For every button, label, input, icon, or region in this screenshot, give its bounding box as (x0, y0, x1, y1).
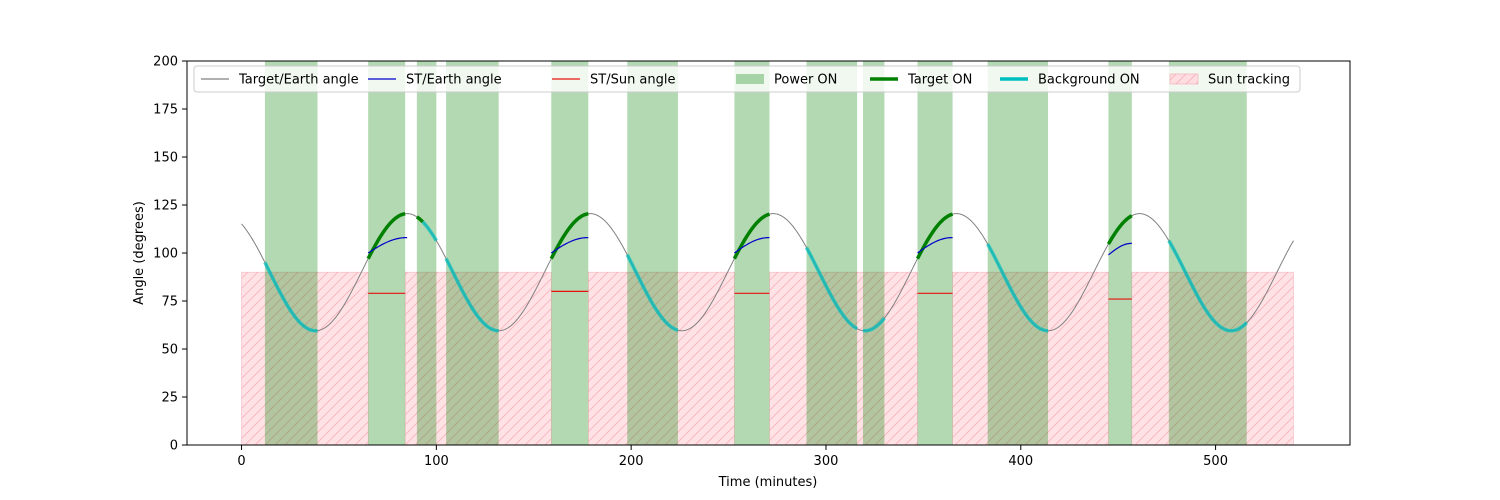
legend-item: Background ON (1000, 73, 1140, 88)
legend-label: Target/Earth angle (238, 73, 359, 88)
legend-label: ST/Sun angle (590, 73, 676, 88)
lines-layer (241, 212, 1294, 333)
background-on-segment (421, 220, 438, 242)
target-on-segment (915, 212, 954, 260)
sun-tracking-hatch (404, 271, 552, 445)
sun-tracking-layer (241, 271, 1294, 445)
background-on-segment (804, 246, 858, 331)
power-on-band (416, 61, 437, 445)
legend-label: Sun tracking (1208, 73, 1290, 88)
y-tick-label: 0 (170, 439, 178, 454)
background-on-segment (862, 317, 886, 333)
power-on-band (446, 61, 499, 445)
target-on-segment (549, 212, 589, 260)
x-tick-label: 500 (1203, 454, 1228, 469)
target-on-segment (415, 215, 424, 224)
x-tick-label: 300 (814, 454, 839, 469)
x-tick-label: 0 (237, 454, 245, 469)
background-on-segment (263, 261, 318, 333)
target-on-segment (1106, 214, 1133, 245)
legend-item: Sun tracking (1169, 73, 1290, 88)
background-on-segment (444, 257, 499, 333)
y-tick-label: 175 (153, 103, 178, 118)
x-tick-label: 200 (619, 454, 644, 469)
y-tick-label: 150 (153, 151, 178, 166)
power-on-band (368, 61, 406, 445)
power-on-band (917, 61, 953, 445)
axes-layer: 0 100 200 300 400 500 0 25 50 75 100 125 150 175 200 (153, 55, 1228, 470)
x-tick-label: 400 (1008, 454, 1033, 469)
legend-label: Background ON (1038, 73, 1140, 88)
sun-tracking-hatch (588, 271, 735, 445)
st-earth-line (734, 237, 770, 254)
background-on-segment (986, 243, 1049, 333)
target-on-segment (366, 212, 406, 260)
st-earth-line (550, 237, 589, 254)
sun-tracking-hatch (952, 271, 1109, 445)
y-tick-label: 200 (153, 55, 178, 70)
y-tick-label: 125 (153, 199, 178, 214)
st-earth-line (367, 237, 408, 254)
power-on-band (987, 61, 1049, 445)
legend-item: Target ON (870, 73, 972, 88)
power-on-band (1108, 61, 1132, 445)
legend-item: Target/Earth angle (201, 73, 359, 88)
background-on-segment (1167, 239, 1248, 333)
legend-item: ST/Sun angle (552, 73, 676, 88)
power-on-band (734, 61, 770, 445)
sun-tracking-hatch (769, 271, 918, 445)
power-on-layer (264, 61, 1247, 445)
x-axis-label: Time (minutes) (718, 475, 818, 490)
y-axis-label: Angle (degrees) (132, 201, 147, 305)
x-tick-label: 100 (424, 454, 449, 469)
sun-tracking-hatch (1131, 271, 1294, 445)
y-tick-label: 75 (161, 295, 178, 310)
st-earth-line (1108, 242, 1132, 256)
target-on-segment (732, 212, 770, 260)
y-tick-label: 25 (161, 391, 178, 406)
legend-label: Power ON (774, 73, 837, 88)
power-on-band (264, 61, 318, 445)
power-on-band (862, 61, 885, 445)
legend-swatch (736, 74, 764, 84)
st-earth-line (917, 237, 953, 254)
power-on-band (627, 61, 678, 445)
legend-item: ST/Earth angle (368, 73, 502, 88)
power-on-band (551, 61, 589, 445)
legend-box (193, 65, 1301, 93)
power-on-band (1168, 61, 1247, 445)
y-tick-label: 100 (153, 247, 178, 262)
legend-swatch-hatch (1170, 74, 1198, 84)
power-on-band (806, 61, 858, 445)
y-tick-label: 50 (161, 343, 178, 358)
sun-tracking-hatch (241, 271, 369, 445)
legend-item: Power ON (736, 73, 837, 88)
legend-label: ST/Earth angle (406, 73, 502, 88)
legend-label: Target ON (907, 73, 972, 88)
background-on-segment (625, 254, 679, 332)
legend: Target/Earth angle ST/Earth angle ST/Sun a… (193, 65, 1301, 93)
